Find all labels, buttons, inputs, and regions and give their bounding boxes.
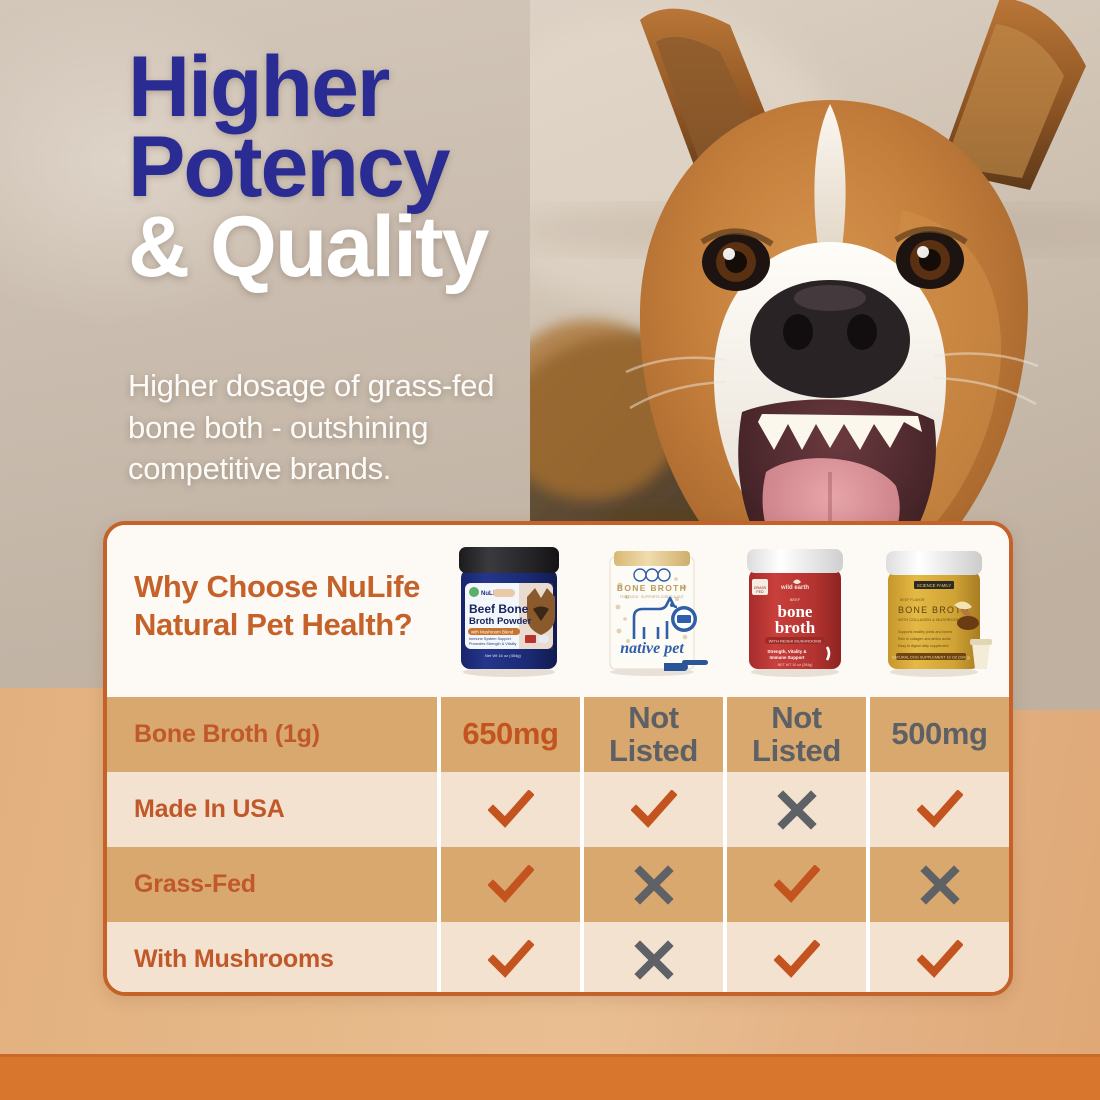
row-value-cell-4: [866, 922, 1009, 992]
headline-block: Higher Potency & Quality: [128, 39, 598, 295]
svg-text:SCIENCE FAMILY: SCIENCE FAMILY: [916, 583, 951, 588]
svg-text:FED: FED: [756, 590, 764, 594]
product-column-nulife: NuLife Beef Bone Broth Powder with Mushr…: [437, 525, 580, 697]
value-text: 500mg: [891, 716, 988, 752]
value-text: 650mg: [462, 716, 559, 752]
svg-text:WITH REISHI MUSHROOMS: WITH REISHI MUSHROOMS: [768, 638, 821, 643]
headline-line-3: & Quality: [128, 198, 490, 295]
cross-icon: [633, 939, 674, 980]
row-label: Made In USA: [134, 795, 285, 823]
svg-text:BONE BROTH: BONE BROTH: [898, 605, 970, 615]
svg-text:Promotes Strength & Vitality: Promotes Strength & Vitality: [469, 642, 517, 646]
cross-icon: [919, 864, 960, 905]
table-header-row: Why Choose NuLife Natural Pet Health?: [107, 525, 1009, 697]
row-value-cell-1: [437, 772, 580, 847]
table-row: Made In USA: [107, 772, 1009, 847]
check-icon: [487, 939, 534, 978]
product-column-gold-jar: SCIENCE FAMILY BEEF FLAVOR BONE BROTH WI…: [866, 525, 1009, 697]
cross-icon: [776, 789, 817, 830]
footer-accent-bar: [0, 1054, 1100, 1100]
row-label: With Mushrooms: [134, 945, 334, 973]
svg-text:Broth Powder: Broth Powder: [469, 616, 532, 627]
row-value-cell-3: [723, 772, 866, 847]
table-row: Grass-Fed: [107, 847, 1009, 922]
row-value-cell-1: 650mg: [437, 697, 580, 772]
row-value-cell-2: Not Listed: [580, 697, 723, 772]
native-pet-bag-image: BONE BROTH FOR DOGS · SUPPORTS JOINTS & …: [609, 551, 708, 676]
row-label: Bone Broth (1g): [134, 720, 320, 748]
check-icon: [773, 939, 820, 978]
comparison-table: Why Choose NuLife Natural Pet Health?: [103, 521, 1013, 996]
row-value-cell-2: [580, 922, 723, 992]
svg-text:bone: bone: [777, 602, 812, 621]
headline-subtitle: Higher dosage of grass-fed bone both - o…: [128, 368, 495, 487]
svg-text:Rich in collagen and amino aci: Rich in collagen and amino acids: [898, 637, 951, 641]
check-icon: [773, 864, 820, 903]
check-icon: [916, 939, 963, 978]
check-icon: [487, 789, 534, 828]
svg-text:BEEF FLAVOR: BEEF FLAVOR: [900, 598, 925, 602]
svg-text:BEEF: BEEF: [789, 597, 800, 602]
svg-text:BONE BROTH: BONE BROTH: [616, 583, 686, 593]
table-question-title: Why Choose NuLife Natural Pet Health?: [134, 569, 420, 642]
headline-line-1: Higher: [128, 39, 390, 135]
svg-text:Beef Bone: Beef Bone: [469, 602, 529, 616]
svg-text:Immune Support: Immune Support: [769, 655, 804, 660]
svg-text:Strength, Vitality &: Strength, Vitality &: [767, 649, 807, 654]
svg-text:FOR DOGS · SUPPORTS JOINTS & G: FOR DOGS · SUPPORTS JOINTS & GUT: [620, 595, 684, 599]
svg-text:NET WT 10 oz (284g): NET WT 10 oz (284g): [777, 663, 812, 667]
svg-text:Easy to digest daily supplemen: Easy to digest daily supplement: [898, 644, 949, 648]
row-value-cell-3: [723, 847, 866, 922]
row-value-cell-4: 500mg: [866, 697, 1009, 772]
check-icon: [916, 789, 963, 828]
check-icon: [630, 789, 677, 828]
value-text: Not Listed: [609, 699, 698, 768]
row-value-cell-2: [580, 847, 723, 922]
svg-text:native pet: native pet: [620, 640, 684, 657]
row-value-cell-1: [437, 847, 580, 922]
product-column-red-jar: GRASS FED wild earth BEEF bone broth WIT…: [723, 525, 866, 697]
row-value-cell-4: [866, 772, 1009, 847]
svg-text:broth: broth: [774, 618, 815, 637]
table-row: With Mushrooms: [107, 922, 1009, 992]
row-value-cell-4: [866, 847, 1009, 922]
row-value-cell-3: [723, 922, 866, 992]
svg-text:NATURAL DOG SUPPLEMENT 10 OZ (: NATURAL DOG SUPPLEMENT 10 OZ (284 g): [891, 656, 970, 660]
headline-line-2: Potency: [128, 118, 451, 215]
svg-text:GRASS: GRASS: [753, 586, 766, 590]
product-column-native-pet: BONE BROTH FOR DOGS · SUPPORTS JOINTS & …: [580, 525, 723, 697]
check-icon: [487, 864, 534, 903]
svg-text:with Mushroom Blend: with Mushroom Blend: [471, 630, 514, 635]
red-jar-image: GRASS FED wild earth BEEF bone broth WIT…: [746, 549, 843, 677]
svg-text:WITH COLLAGEN & MUSHROOMS: WITH COLLAGEN & MUSHROOMS: [898, 617, 963, 622]
svg-text:Immune System Support: Immune System Support: [469, 637, 512, 641]
nulife-jar-image: NuLife Beef Bone Broth Powder with Mushr…: [458, 547, 559, 677]
table-body: Bone Broth (1g) 650mg Not Listed Not Listed 50…: [107, 697, 1009, 992]
row-value-cell-1: [437, 922, 580, 992]
svg-text:wild earth: wild earth: [779, 585, 808, 591]
table-row: Bone Broth (1g) 650mg Not Listed Not Listed 50…: [107, 697, 1009, 772]
row-label: Grass-Fed: [134, 870, 256, 898]
svg-text:Net Wt 16 oz (454g): Net Wt 16 oz (454g): [485, 653, 521, 658]
row-value-cell-2: [580, 772, 723, 847]
value-text: Not Listed: [752, 699, 841, 768]
gold-jar-image: SCIENCE FAMILY BEEF FLAVOR BONE BROTH WI…: [885, 551, 992, 677]
row-value-cell-3: Not Listed: [723, 697, 866, 772]
svg-text:Supports healthy joints and bo: Supports healthy joints and bones: [898, 630, 952, 634]
svg-text:NuLife: NuLife: [481, 591, 500, 597]
table-question-cell: Why Choose NuLife Natural Pet Health?: [107, 525, 437, 697]
cross-icon: [633, 864, 674, 905]
